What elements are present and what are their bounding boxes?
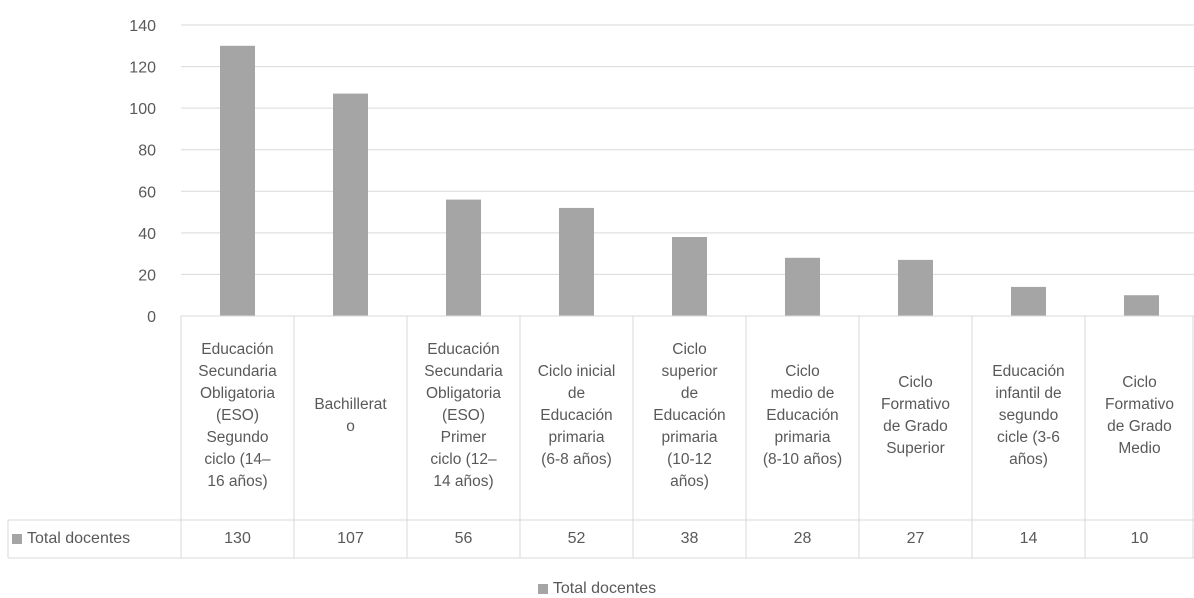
category-label: Ciclo medio de Educación primaria (8-10 … — [762, 362, 843, 468]
data-table-value: 28 — [793, 530, 812, 547]
data-table-value: 14 — [1019, 530, 1038, 547]
data-table-series-key: Total docentes — [12, 520, 130, 558]
data-table-value: 38 — [680, 530, 699, 547]
data-table-value: 27 — [906, 530, 925, 547]
bar — [220, 45, 255, 317]
category-label: Educación infantil de segundo cicle (3-6… — [992, 362, 1065, 468]
y-tick-label: 80 — [138, 143, 156, 160]
bar — [446, 199, 481, 316]
category-label: Educación Secundaria Obligatoria (ESO) P… — [424, 340, 503, 490]
bar — [1124, 295, 1159, 316]
y-tick-label: 100 — [129, 101, 156, 118]
y-tick-label: 0 — [147, 309, 156, 326]
data-table-lines — [7, 315, 1194, 559]
bar — [785, 257, 820, 316]
data-table-value: 107 — [337, 530, 364, 547]
data-table-value: 10 — [1130, 530, 1149, 547]
bars — [220, 45, 1159, 317]
category-label: Ciclo Formativo de Grado Superior — [881, 373, 950, 457]
y-tick-label: 20 — [138, 267, 156, 284]
data-table-value: 52 — [567, 530, 586, 547]
y-tick-label: 60 — [138, 184, 156, 201]
data-table-series-name: Total docentes — [27, 530, 131, 547]
category-label: Ciclo inicial de Educación primaria (6-8… — [537, 362, 616, 468]
data-table-value: 56 — [454, 530, 473, 547]
category-label: Educación Secundaria Obligatoria (ESO) S… — [198, 340, 277, 490]
legend-swatch — [537, 584, 548, 594]
bar — [898, 259, 933, 316]
y-tick-label: 140 — [129, 18, 156, 35]
bar — [672, 237, 707, 316]
series-swatch — [12, 534, 22, 544]
bar — [559, 207, 594, 316]
bar — [1011, 286, 1046, 316]
legend: Total docentes — [0, 580, 1194, 598]
y-tick-label: 120 — [129, 60, 156, 77]
category-label: Ciclo Formativo de Grado Medio — [1105, 373, 1174, 457]
y-tick-label: 40 — [138, 226, 156, 243]
y-axis-tick-labels: 0 20 40 60 80 100 120 140 — [129, 18, 156, 326]
data-table-value: 130 — [224, 530, 251, 547]
legend-label: Total docentes — [552, 580, 657, 597]
category-label: Bachillerat o — [314, 395, 387, 435]
bar — [333, 93, 368, 316]
category-label: Ciclo superior de Educación primaria (10… — [653, 340, 726, 490]
